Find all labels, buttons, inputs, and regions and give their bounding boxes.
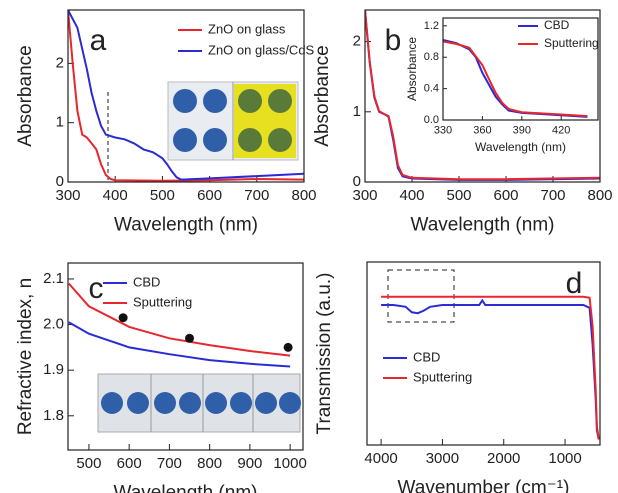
x-tick-label: 700 (540, 187, 565, 204)
plot-area (381, 297, 599, 440)
y-tick-label: 2.1 (43, 270, 64, 287)
sample-photo (98, 374, 301, 432)
y-tick-label: 1.9 (43, 361, 64, 378)
y-tick-label: 0.8 (424, 51, 439, 63)
x-tick-label: 3000 (426, 450, 459, 467)
y-tick-label: 2.0 (43, 316, 64, 333)
x-tick-label: 360 (473, 124, 491, 136)
y-tick-label: 0.4 (424, 83, 439, 95)
x-tick-label: 700 (244, 187, 269, 204)
data-point (119, 313, 128, 322)
legend-label: CBD (133, 274, 160, 289)
y-tick-label: 2 (56, 54, 64, 71)
x-tick-label: 700 (157, 455, 182, 472)
x-tick-label: 330 (434, 124, 452, 136)
x-tick-label: 400 (399, 187, 424, 204)
y-tick-label: 1 (56, 114, 64, 131)
panel-label: d (566, 267, 583, 300)
y-tick-label: 0 (353, 173, 361, 190)
x-tick-label: 500 (150, 187, 175, 204)
series-line (69, 322, 290, 366)
y-tick-label: 2 (353, 33, 361, 50)
x-tick-label: 600 (117, 455, 142, 472)
y-axis-title: Absorbance (312, 45, 333, 146)
x-tick-label: 600 (197, 187, 222, 204)
y-axis-title: Transmission (a.u.) (314, 273, 335, 435)
y-axis-title: Absorbance (15, 45, 36, 146)
legend-label: ZnO on glass/CdS (208, 42, 315, 57)
legend-label: Sputtering (544, 36, 599, 50)
x-axis-title: Wavenumber (cm⁻¹) (398, 478, 570, 493)
legend-label: ZnO on glass (208, 21, 286, 36)
x-tick-label: 800 (587, 187, 612, 204)
data-point (284, 343, 293, 352)
x-tick-label: 4000 (364, 450, 397, 467)
sample-photo (168, 82, 298, 160)
y-tick-label: 1.2 (424, 20, 439, 32)
legend-label: CBD (413, 349, 440, 364)
x-axis-title: Wavelength (nm) (114, 215, 258, 236)
x-tick-label: 500 (446, 187, 471, 204)
x-tick-label: 900 (237, 455, 262, 472)
x-tick-label: 2000 (487, 450, 520, 467)
x-tick-label: 800 (197, 455, 222, 472)
y-axis-title: Absorbance (405, 37, 419, 101)
x-axis-title: Wavelength (nm) (114, 483, 258, 493)
legend-label: CBD (544, 18, 570, 32)
legend-label: Sputtering (133, 294, 192, 309)
y-tick-label: 1 (353, 103, 361, 120)
x-tick-label: 1000 (273, 455, 306, 472)
y-tick-label: 1.8 (43, 407, 64, 424)
figure: 300400500600700800012Wavelength (nm)Abso… (0, 0, 618, 493)
x-tick-label: 420 (552, 124, 570, 136)
x-tick-label: 1000 (548, 450, 581, 467)
y-axis-title: Refractive index, n (15, 278, 36, 435)
x-tick-label: 390 (513, 124, 531, 136)
x-tick-label: 400 (103, 187, 128, 204)
data-point (185, 334, 194, 343)
y-tick-label: 0.0 (424, 114, 439, 126)
panel-label: b (385, 24, 402, 57)
panel-label: c (89, 272, 104, 305)
x-tick-label: 800 (291, 187, 316, 204)
x-axis-title: Wavelength (nm) (475, 140, 566, 154)
x-tick-label: 600 (493, 187, 518, 204)
series-line (381, 297, 599, 440)
legend-label: Sputtering (413, 369, 472, 384)
panel-label: a (90, 24, 107, 57)
y-tick-label: 0 (56, 173, 64, 190)
x-axis-title: Wavelength (nm) (411, 215, 555, 236)
x-tick-label: 500 (76, 455, 101, 472)
